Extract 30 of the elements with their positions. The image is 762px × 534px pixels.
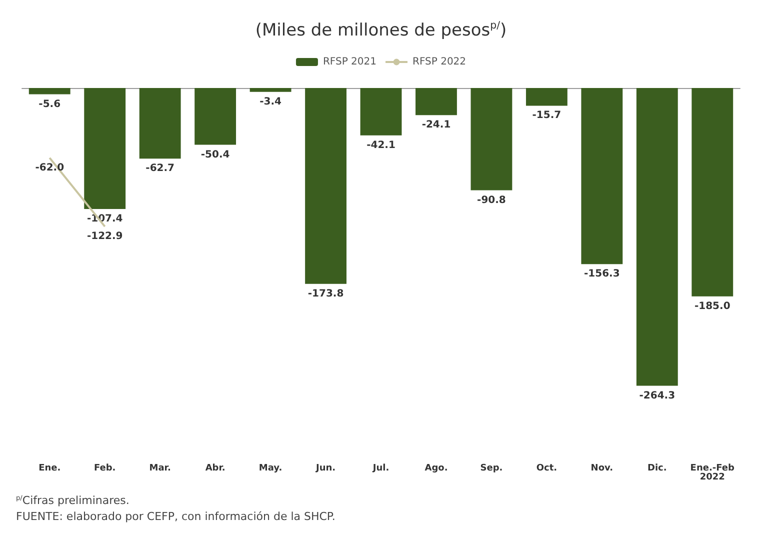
x-tick-label: Ene.-Feb 2022 xyxy=(690,464,736,482)
legend-label: RFSP 2021 xyxy=(322,56,376,68)
data-label: -156.3 xyxy=(584,268,620,280)
data-label: -264.3 xyxy=(639,390,676,402)
x-tick-label: Nov. xyxy=(590,464,614,474)
data-label: -90.8 xyxy=(477,194,506,206)
data-label: -24.1 xyxy=(422,120,451,131)
x-tick-label: Feb. xyxy=(94,464,116,474)
x-tick-label: Mar. xyxy=(149,464,171,474)
data-label: -15.7 xyxy=(532,110,562,122)
data-label: -62.0 xyxy=(35,162,64,174)
x-tick-label: Oct. xyxy=(536,464,558,474)
data-label: -122.9 xyxy=(86,230,123,242)
x-tick-label: Sep. xyxy=(480,464,503,474)
x-tick-label: Jun. xyxy=(314,464,336,474)
legend-label: RFSP 2022 xyxy=(412,56,466,68)
data-label: -5.6 xyxy=(38,98,61,110)
data-label: -62.7 xyxy=(146,163,175,174)
source-note: FUENTE: elaborado por CEFP, con información de la SHCP. xyxy=(16,510,336,523)
data-label: -42.1 xyxy=(366,140,396,151)
x-tick-label: Abr. xyxy=(205,464,226,474)
x-tick-label: Ene. xyxy=(38,464,61,474)
data-label: -185.0 xyxy=(694,300,730,312)
x-tick-label: Jul. xyxy=(372,464,390,474)
x-tick-label: Ago. xyxy=(424,464,448,474)
x-tick-label: Dic. xyxy=(648,464,667,474)
data-label: -50.4 xyxy=(200,149,230,160)
data-label: -3.4 xyxy=(260,96,282,108)
data-label: -173.8 xyxy=(308,288,344,300)
x-tick-label: May. xyxy=(258,464,282,474)
